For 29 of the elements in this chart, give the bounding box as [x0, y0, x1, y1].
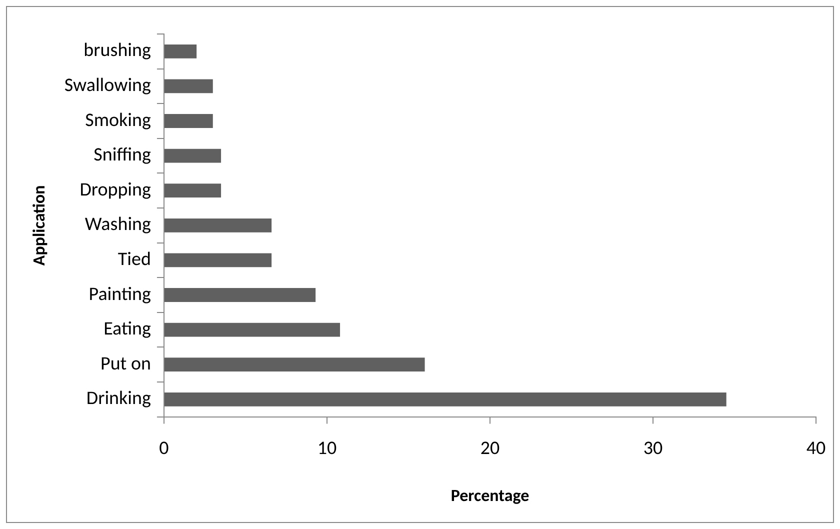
bar	[164, 288, 316, 302]
bar	[164, 114, 213, 128]
y-tick-label: brushing	[84, 39, 152, 62]
bar	[164, 358, 425, 372]
x-tick-label: 40	[806, 436, 826, 460]
bar	[164, 44, 197, 58]
y-tick-label: Painting	[88, 282, 152, 306]
y-tick-label: Swallowing	[64, 74, 152, 97]
bar	[164, 322, 340, 337]
y-tick-label: Eating	[104, 318, 152, 341]
bar	[164, 79, 213, 94]
y-axis-title: Application	[28, 185, 50, 266]
y-tick-label: Drinking	[86, 387, 152, 410]
bar	[164, 148, 222, 163]
x-axis-title: Percentage	[450, 485, 530, 506]
x-tick-label: 10	[317, 436, 337, 460]
y-tick-label: Smoking	[85, 108, 152, 132]
y-tick-label: Tied	[118, 248, 151, 271]
y-tick-label: Sniffing	[94, 144, 152, 167]
x-tick-label: 20	[480, 436, 500, 460]
x-tick-label: 30	[643, 436, 663, 460]
bar	[164, 253, 272, 268]
y-tick-label: Put on	[100, 352, 151, 376]
y-tick-label: Dropping	[80, 178, 152, 202]
y-tick-label: Washing	[84, 213, 152, 236]
bar	[164, 392, 726, 406]
x-tick-label: 0	[159, 436, 170, 460]
bar	[164, 218, 272, 232]
bar	[164, 184, 222, 198]
